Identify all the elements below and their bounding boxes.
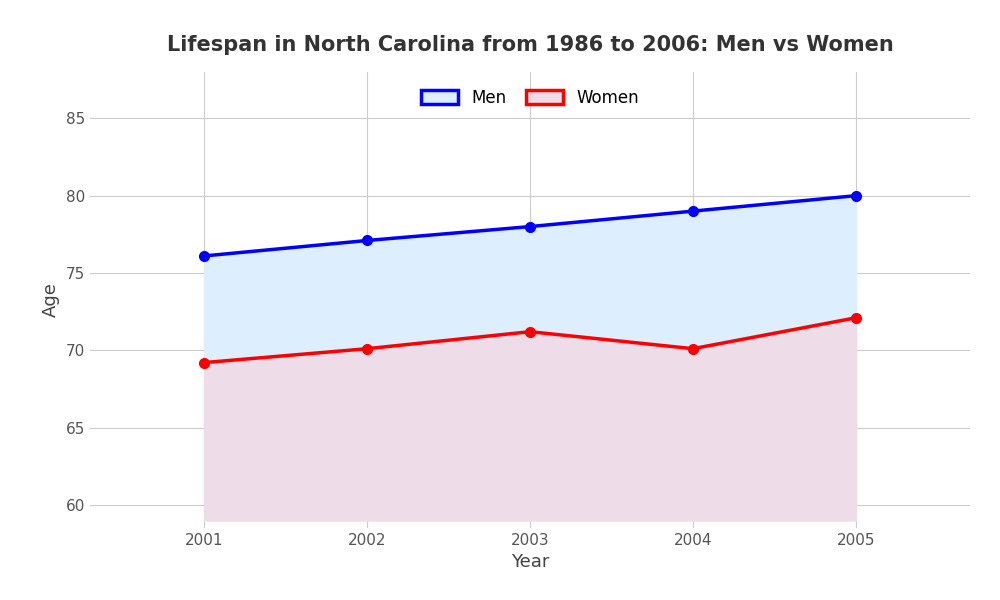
Legend: Men, Women: Men, Women <box>413 80 647 115</box>
X-axis label: Year: Year <box>511 553 549 571</box>
Y-axis label: Age: Age <box>42 283 60 317</box>
Title: Lifespan in North Carolina from 1986 to 2006: Men vs Women: Lifespan in North Carolina from 1986 to … <box>167 35 893 55</box>
